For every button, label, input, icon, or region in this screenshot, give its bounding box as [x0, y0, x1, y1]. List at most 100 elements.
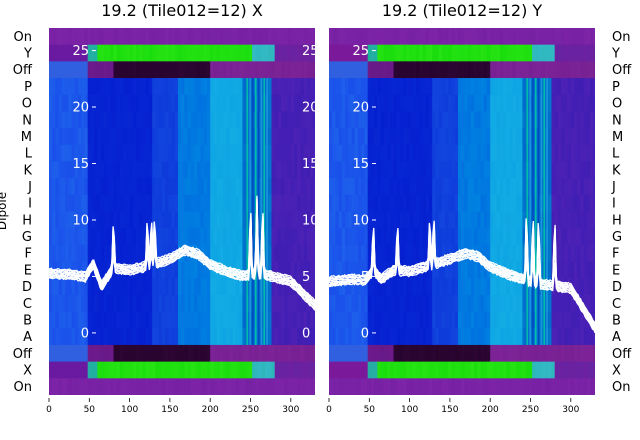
heatmap-cell	[90, 161, 95, 179]
heatmap-cell	[81, 228, 86, 246]
heatmap-cell	[197, 311, 202, 329]
heatmap-cell	[61, 378, 66, 395]
heatmap-cell	[586, 128, 591, 146]
heatmap-cell	[538, 28, 543, 46]
heatmap-cell	[461, 128, 466, 146]
heatmap-cell	[354, 144, 359, 162]
heatmap-cell	[294, 211, 298, 229]
heatmap-cell	[232, 361, 237, 379]
heatmap-cell	[451, 294, 456, 313]
heatmap-cell	[577, 178, 582, 196]
heatmap-cell	[374, 311, 378, 329]
heatmap-cell	[155, 28, 160, 46]
heatmap-cell	[194, 128, 198, 146]
heatmap-cell	[522, 194, 527, 212]
heatmap-cell	[203, 244, 208, 263]
heatmap-cell	[548, 94, 553, 112]
heatmap-cell	[490, 278, 495, 296]
heatmap-cell	[148, 144, 153, 162]
heatmap-cell	[570, 261, 575, 279]
heatmap-cell	[370, 94, 375, 112]
heatmap-cell	[422, 361, 427, 379]
heatmap-cell	[61, 211, 66, 229]
heatmap-cell	[297, 194, 302, 212]
heatmap-cell	[551, 44, 556, 62]
heatmap-cell	[506, 144, 511, 162]
heatmap-cell	[499, 344, 504, 363]
heatmap-cell	[84, 211, 89, 229]
heatmap-cell	[364, 28, 369, 46]
heatmap-cell	[239, 111, 244, 129]
heatmap-cell	[258, 278, 263, 296]
heatmap-cell	[290, 378, 295, 395]
heatmap-cell	[409, 244, 414, 263]
heatmap-cell	[103, 211, 108, 229]
heatmap-cell	[548, 28, 553, 46]
heatmap-cell	[557, 61, 562, 79]
heatmap-cell	[168, 228, 173, 246]
heatmap-cell	[457, 228, 462, 246]
heatmap-cell	[284, 328, 289, 346]
heatmap-cell	[545, 28, 549, 46]
heatmap-cell	[94, 61, 98, 79]
heatmap-cell	[338, 228, 343, 246]
heatmap-cell	[281, 94, 285, 112]
heatmap-cell	[416, 328, 420, 346]
heatmap-cell	[110, 144, 115, 162]
heatmap-cell	[274, 78, 279, 96]
heatmap-cell	[403, 78, 407, 96]
heatmap-cell	[206, 261, 211, 279]
heatmap-cell	[422, 228, 427, 246]
heatmap-cell	[126, 344, 131, 363]
heatmap-cell	[519, 161, 524, 179]
heatmap-cell	[522, 144, 527, 162]
heatmap-cell	[441, 128, 446, 146]
heatmap-cell	[380, 311, 385, 329]
dipole-row-label: O	[612, 97, 622, 112]
heatmap-cell	[213, 78, 218, 96]
heatmap-cell	[310, 111, 314, 129]
dipole-row-label: D	[612, 280, 622, 295]
heatmap-cell	[274, 228, 279, 246]
heatmap-cell	[512, 28, 517, 46]
heatmap-cell	[300, 111, 305, 129]
heatmap-cell	[512, 194, 517, 212]
heatmap-cell	[168, 344, 173, 363]
heatmap-cell	[158, 44, 163, 62]
heatmap-cell	[474, 378, 478, 395]
heatmap-cell	[281, 361, 285, 379]
heatmap-cell	[329, 344, 333, 363]
heatmap-cell	[374, 344, 378, 363]
heatmap-cell	[477, 228, 482, 246]
heatmap-cell	[281, 61, 285, 79]
heatmap-cell	[512, 211, 517, 229]
heatmap-cell	[145, 144, 150, 162]
heatmap-cell	[284, 344, 289, 363]
heatmap-cell	[358, 378, 362, 395]
heatmap-cell	[181, 78, 186, 96]
heatmap-cell	[393, 194, 398, 212]
heatmap-cell	[457, 144, 462, 162]
heatmap-cell	[412, 111, 417, 129]
heatmap-cell	[210, 128, 215, 146]
heatmap-cell	[203, 44, 208, 62]
heatmap-cell	[512, 44, 517, 62]
heatmap-cell	[184, 144, 189, 162]
heatmap-cell	[74, 378, 79, 395]
heatmap-cell	[341, 28, 346, 46]
heatmap-cell	[448, 261, 453, 279]
heatmap-cell	[358, 178, 362, 196]
heatmap-cell	[103, 178, 108, 196]
heatmap-cell	[358, 161, 362, 179]
heatmap-cell	[181, 344, 186, 363]
heatmap-cell	[416, 211, 420, 229]
heatmap-cell	[81, 278, 86, 296]
heatmap-cell	[152, 161, 156, 179]
heatmap-cell	[216, 44, 221, 62]
heatmap-cell	[103, 294, 108, 313]
heatmap-cell	[148, 44, 153, 62]
heatmap-cell	[123, 211, 127, 229]
heatmap-cell	[181, 278, 186, 296]
heatmap-cell	[490, 328, 495, 346]
heatmap-cell	[232, 211, 237, 229]
